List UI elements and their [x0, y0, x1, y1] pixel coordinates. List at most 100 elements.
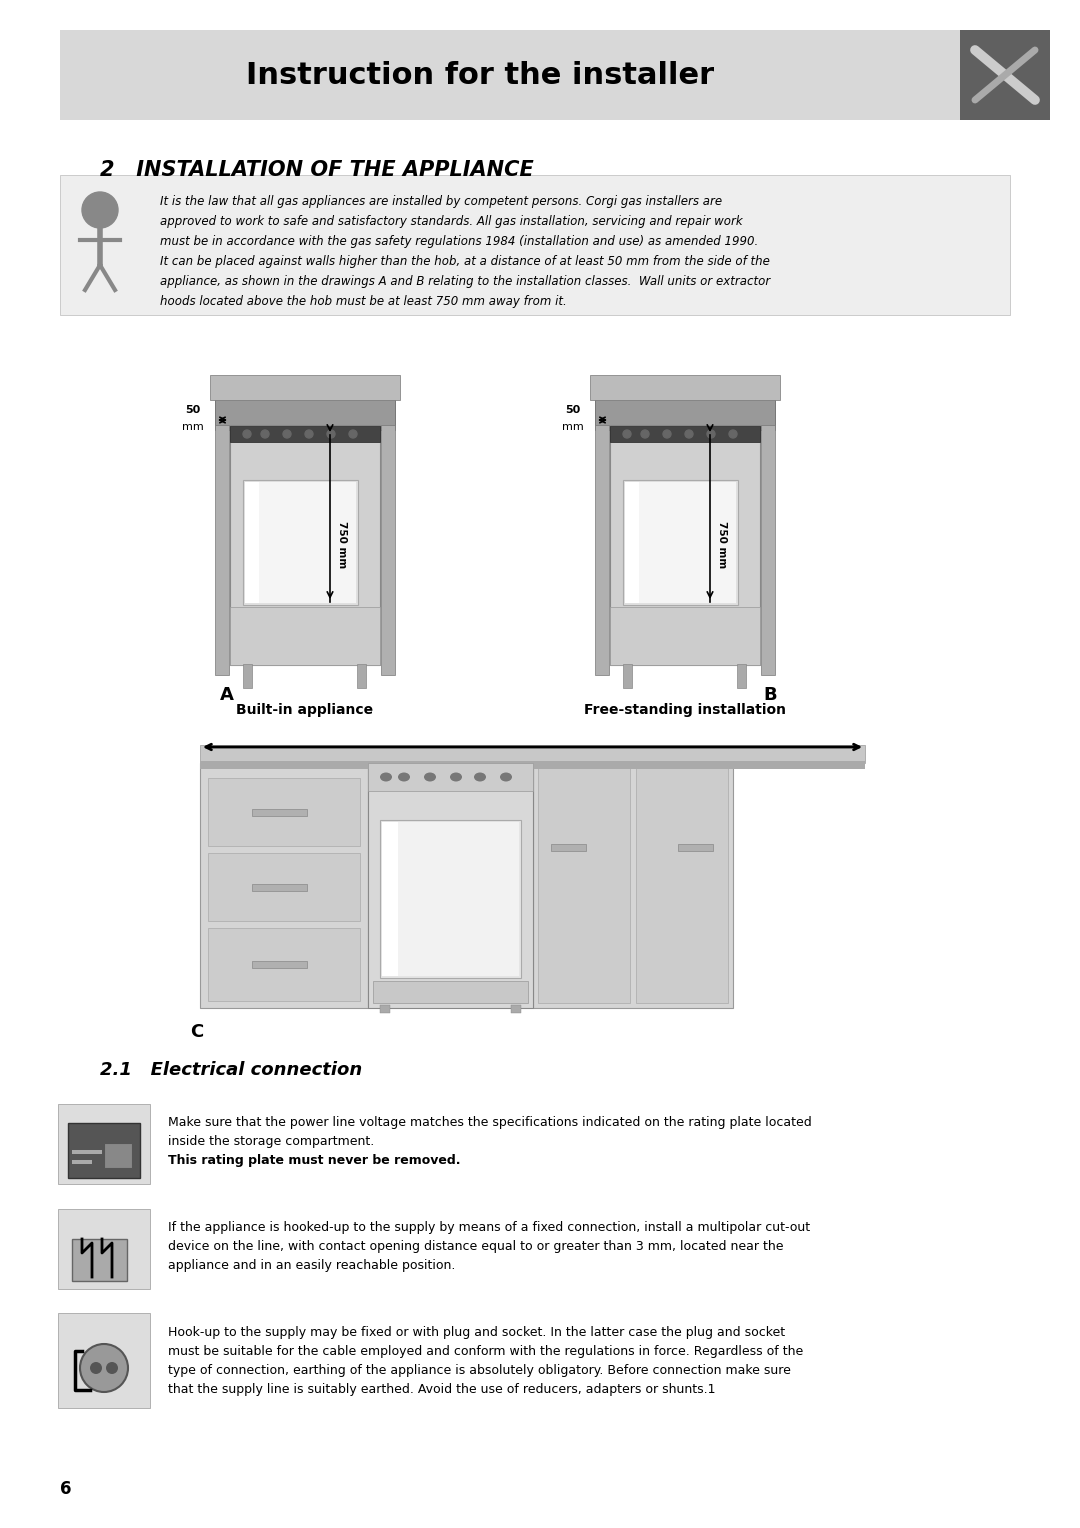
Bar: [590, 374, 780, 400]
Bar: [357, 665, 366, 688]
Circle shape: [106, 1361, 118, 1374]
Bar: [381, 425, 395, 675]
Bar: [252, 808, 307, 816]
Bar: [382, 822, 519, 976]
Circle shape: [663, 429, 671, 439]
Text: 2.1   Electrical connection: 2.1 Electrical connection: [100, 1060, 362, 1079]
Bar: [368, 762, 534, 1008]
Bar: [610, 425, 760, 665]
Text: inside the storage compartment.: inside the storage compartment.: [168, 1135, 375, 1148]
Bar: [761, 425, 775, 675]
Circle shape: [80, 1345, 129, 1392]
Text: It is the law that all gas appliances are installed by competent persons. Corgi : It is the law that all gas appliances ar…: [160, 196, 723, 208]
Circle shape: [685, 429, 693, 439]
Text: type of connection, earthing of the appliance is absolutely obligatory. Before c: type of connection, earthing of the appl…: [168, 1365, 791, 1377]
Text: appliance, as shown in the drawings A and B relating to the installation classes: appliance, as shown in the drawings A an…: [160, 275, 770, 287]
Text: device on the line, with contact opening distance equal to or greater than 3 mm,: device on the line, with contact opening…: [168, 1241, 783, 1253]
Bar: [208, 853, 360, 921]
Text: Hook-up to the supply may be fixed or with plug and socket. In the latter case t: Hook-up to the supply may be fixed or wi…: [168, 1326, 785, 1339]
Bar: [215, 425, 229, 675]
Circle shape: [623, 429, 631, 439]
Bar: [60, 31, 960, 121]
Circle shape: [261, 429, 269, 439]
Bar: [538, 769, 630, 1002]
Bar: [243, 665, 252, 688]
Bar: [623, 480, 738, 605]
Bar: [72, 1239, 127, 1280]
Bar: [200, 746, 865, 762]
Ellipse shape: [450, 773, 462, 781]
Ellipse shape: [424, 773, 436, 781]
Text: 750 mm: 750 mm: [337, 521, 347, 568]
Text: It can be placed against walls higher than the hob, at a distance of at least 50: It can be placed against walls higher th…: [160, 255, 770, 267]
Circle shape: [707, 429, 715, 439]
Circle shape: [82, 193, 118, 228]
Bar: [625, 481, 639, 604]
Bar: [368, 762, 534, 792]
Bar: [58, 1105, 150, 1184]
Text: approved to work to safe and satisfactory standards. All gas installation, servi: approved to work to safe and satisfactor…: [160, 215, 743, 228]
Bar: [245, 481, 259, 604]
Bar: [373, 981, 528, 1002]
Bar: [60, 176, 1010, 315]
Bar: [200, 762, 368, 1008]
Bar: [68, 1123, 140, 1178]
Text: Built-in appliance: Built-in appliance: [237, 703, 374, 717]
Bar: [104, 1143, 132, 1167]
Circle shape: [642, 429, 649, 439]
Circle shape: [305, 429, 313, 439]
Text: 750 mm: 750 mm: [717, 521, 727, 568]
Bar: [252, 961, 307, 969]
Circle shape: [729, 429, 737, 439]
Bar: [208, 778, 360, 847]
Bar: [230, 426, 380, 442]
Bar: [200, 761, 865, 769]
Bar: [380, 821, 521, 978]
Text: 6: 6: [60, 1481, 71, 1497]
Bar: [678, 843, 713, 851]
Circle shape: [283, 429, 291, 439]
Bar: [58, 1209, 150, 1290]
Text: This rating plate must never be removed.: This rating plate must never be removed.: [168, 1154, 460, 1167]
Text: appliance and in an easily reachable position.: appliance and in an easily reachable pos…: [168, 1259, 456, 1271]
Ellipse shape: [380, 773, 392, 781]
Bar: [245, 481, 356, 604]
Bar: [610, 426, 760, 442]
Bar: [215, 397, 395, 429]
Text: 50: 50: [186, 405, 201, 416]
Text: mm: mm: [562, 422, 584, 432]
Bar: [610, 607, 760, 665]
Text: 2   INSTALLATION OF THE APPLIANCE: 2 INSTALLATION OF THE APPLIANCE: [100, 160, 534, 180]
Circle shape: [90, 1361, 102, 1374]
Text: If the appliance is hooked-up to the supply by means of a fixed connection, inst: If the appliance is hooked-up to the sup…: [168, 1221, 810, 1235]
Bar: [72, 1151, 102, 1154]
Bar: [595, 397, 775, 429]
Bar: [230, 607, 380, 665]
Ellipse shape: [500, 773, 512, 781]
Bar: [72, 1160, 92, 1164]
Circle shape: [327, 429, 335, 439]
Bar: [737, 665, 746, 688]
Bar: [380, 1005, 390, 1013]
Text: A: A: [220, 686, 234, 704]
Text: hoods located above the hob must be at least 750 mm away from it.: hoods located above the hob must be at l…: [160, 295, 567, 309]
Text: must be in accordance with the gas safety regulations 1984 (installation and use: must be in accordance with the gas safet…: [160, 235, 758, 248]
Text: Instruction for the installer: Instruction for the installer: [246, 61, 714, 90]
Text: C: C: [190, 1024, 203, 1041]
Bar: [534, 762, 733, 1008]
Bar: [243, 480, 357, 605]
Text: Free-standing installation: Free-standing installation: [584, 703, 786, 717]
Bar: [625, 481, 735, 604]
Circle shape: [349, 429, 357, 439]
Ellipse shape: [474, 773, 486, 781]
Text: B: B: [764, 686, 777, 704]
Circle shape: [243, 429, 251, 439]
Bar: [623, 665, 632, 688]
Bar: [210, 374, 400, 400]
Bar: [58, 1313, 150, 1407]
Bar: [551, 843, 586, 851]
Bar: [252, 885, 307, 891]
Bar: [208, 927, 360, 1001]
Bar: [595, 425, 609, 675]
Ellipse shape: [399, 773, 410, 781]
